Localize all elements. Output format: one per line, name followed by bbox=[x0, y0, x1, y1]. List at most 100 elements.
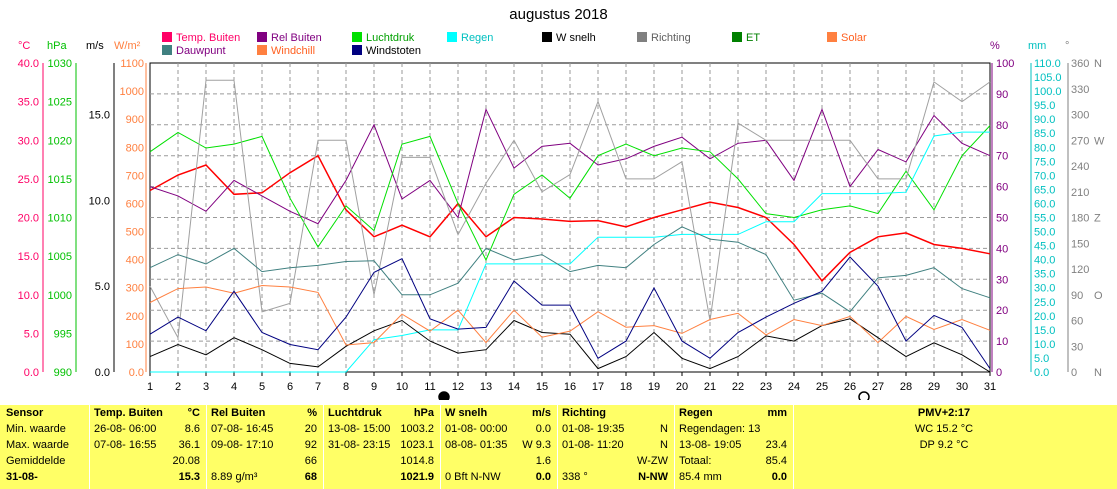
legend-label: Solar bbox=[841, 32, 867, 44]
rain-tick-label: 55.0 bbox=[1034, 213, 1055, 225]
dir-tick-label: 60 bbox=[1071, 316, 1083, 328]
table-row: 07-08- 16:55 36.1 bbox=[90, 437, 206, 453]
weather-chart: 1 2 3 4 5 6 7 8 9 10 11 12 13 14 15 16 17 18 19 20 21 22 23 24 2… bbox=[18, 58, 1105, 400]
rain-tick-label: 20.0 bbox=[1034, 311, 1055, 323]
series-regen-line bbox=[150, 131, 990, 373]
dir-tick-label: 240 bbox=[1071, 161, 1089, 173]
x-tick-label: 29 bbox=[928, 381, 940, 393]
legend-label: W snelh bbox=[556, 32, 596, 44]
series-rel-buiten-line bbox=[149, 107, 991, 225]
temp-tick-label: 15.0 bbox=[18, 251, 39, 263]
table-cell: 31-08- bbox=[6, 471, 38, 483]
legend-item: Dauwpunt bbox=[162, 45, 226, 58]
table-header-row: Richting bbox=[558, 405, 674, 421]
legend-swatch bbox=[162, 45, 172, 55]
solar-tick-label: 1100 bbox=[120, 58, 144, 70]
x-tick-label: 7 bbox=[315, 381, 321, 393]
legend-item: Regen bbox=[447, 32, 493, 45]
table-row: 20.08 bbox=[90, 453, 206, 469]
table-cell: Luchtdruk bbox=[328, 407, 382, 419]
legend-item: Windchill bbox=[257, 45, 315, 58]
x-tick-label: 20 bbox=[676, 381, 688, 393]
rain-tick-label: 15.0 bbox=[1034, 325, 1055, 337]
table-row: 1014.8 bbox=[324, 453, 440, 469]
table-column-3: W snelh m/s 01-08- 00:00 0.0 08-08- 01:35 W 9… bbox=[441, 405, 558, 489]
dir-tick-label: 300 bbox=[1071, 110, 1089, 122]
table-row: 1.6 bbox=[441, 453, 557, 469]
table-cell: 15.3 bbox=[178, 471, 200, 483]
table-cell: 20 bbox=[304, 423, 317, 435]
rain-tick-label: 45.0 bbox=[1034, 241, 1055, 253]
rain-tick-label: 105.0 bbox=[1034, 72, 1062, 84]
table-cell: W 9.3 bbox=[522, 439, 551, 451]
table-row: 01-08- 19:35 N bbox=[558, 421, 674, 437]
legend-label: Rel Buiten bbox=[271, 32, 322, 44]
table-cell: 01-08- 11:20 bbox=[562, 439, 624, 451]
x-tick-label: 3 bbox=[203, 381, 209, 393]
table-column-4: Richting 01-08- 19:35 N 01-08- 11:20 N W-ZW 33… bbox=[558, 405, 675, 489]
table-row: 08-08- 01:35 W 9.3 bbox=[441, 437, 557, 453]
table-row: Totaal: 85.4 bbox=[675, 453, 793, 469]
compass-label: W bbox=[1094, 135, 1105, 147]
table-row: 01-08- 00:00 0.0 bbox=[441, 421, 557, 437]
pmv-title: PMV+2:17 bbox=[917, 407, 971, 419]
statistics-table: Sensor Min. waarde Max. waarde Gemiddelde 31… bbox=[0, 405, 1117, 489]
temp-tick-label: 5.0 bbox=[24, 328, 39, 340]
x-tick-label: 18 bbox=[620, 381, 632, 393]
compass-label: N bbox=[1094, 58, 1102, 70]
compass-label: Z bbox=[1094, 213, 1101, 225]
x-tick-label: 9 bbox=[371, 381, 377, 393]
table-cell: 338 ° bbox=[562, 471, 588, 483]
x-tick-label: 22 bbox=[732, 381, 744, 393]
rain-tick-label: 95.0 bbox=[1034, 100, 1055, 112]
rain-tick-label: 75.0 bbox=[1034, 156, 1055, 168]
table-cell: 08-08- 01:35 bbox=[445, 439, 508, 451]
wind-tick-label: 0.0 bbox=[95, 367, 110, 379]
press-tick-label: 990 bbox=[54, 367, 72, 379]
pct-tick-label: 20 bbox=[996, 305, 1008, 317]
x-tick-label: 17 bbox=[592, 381, 604, 393]
rain-tick-label: 60.0 bbox=[1034, 198, 1055, 210]
legend-swatch bbox=[352, 45, 362, 55]
table-cell: % bbox=[307, 407, 317, 419]
table-cell: Min. waarde bbox=[6, 423, 66, 435]
dir-tick-label: 270 bbox=[1071, 135, 1089, 147]
table-row: 31-08- bbox=[0, 469, 89, 485]
x-tick-label: 24 bbox=[788, 381, 800, 393]
x-tick-label: 8 bbox=[343, 381, 349, 393]
table-cell: N bbox=[660, 439, 668, 451]
dir-tick-label: 210 bbox=[1071, 187, 1089, 199]
dir-tick-label: 360 bbox=[1071, 58, 1089, 70]
temp-tick-label: 25.0 bbox=[18, 174, 39, 186]
table-row: 66 bbox=[207, 453, 323, 469]
pct-tick-label: 0 bbox=[996, 367, 1002, 379]
table-row: 07-08- 16:45 20 bbox=[207, 421, 323, 437]
solar-tick-label: 700 bbox=[126, 170, 144, 182]
rain-tick-label: 70.0 bbox=[1034, 170, 1055, 182]
dir-unit-label: ° bbox=[1065, 40, 1070, 52]
series-windchill-line bbox=[149, 284, 991, 346]
table-row: 13-08- 15:00 1003.2 bbox=[324, 421, 440, 437]
table-row: Gemiddelde bbox=[0, 453, 89, 469]
series-luchtdruk-line bbox=[149, 125, 991, 262]
rain-tick-label: 100.0 bbox=[1034, 86, 1062, 98]
table-row: WC 15.2 °C bbox=[794, 421, 1117, 437]
table-cell: W-ZW bbox=[637, 455, 668, 467]
table-cell: 1021.9 bbox=[400, 471, 434, 483]
solar-tick-label: 900 bbox=[126, 114, 144, 126]
pmv-line: WC 15.2 °C bbox=[914, 423, 974, 435]
wind-tick-label: 15.0 bbox=[89, 110, 110, 122]
series-temp-buiten-line bbox=[149, 154, 991, 282]
rain-tick-label: 50.0 bbox=[1034, 227, 1055, 239]
pct-tick-label: 50 bbox=[996, 213, 1008, 225]
table-row: Min. waarde bbox=[0, 421, 89, 437]
legend-swatch bbox=[257, 45, 267, 55]
wind-unit-label: m/s bbox=[86, 40, 104, 52]
table-row: 13-08- 19:05 23.4 bbox=[675, 437, 793, 453]
temp-unit-label: °C bbox=[18, 40, 31, 52]
solar-unit-label: W/m² bbox=[114, 40, 141, 52]
table-row: 31-08- 23:15 1023.1 bbox=[324, 437, 440, 453]
table-row: Max. waarde bbox=[0, 437, 89, 453]
table-cell: 0.0 bbox=[535, 471, 551, 483]
table-column-2: Luchtdruk hPa 13-08- 15:00 1003.2 31-08- 23:… bbox=[324, 405, 441, 489]
